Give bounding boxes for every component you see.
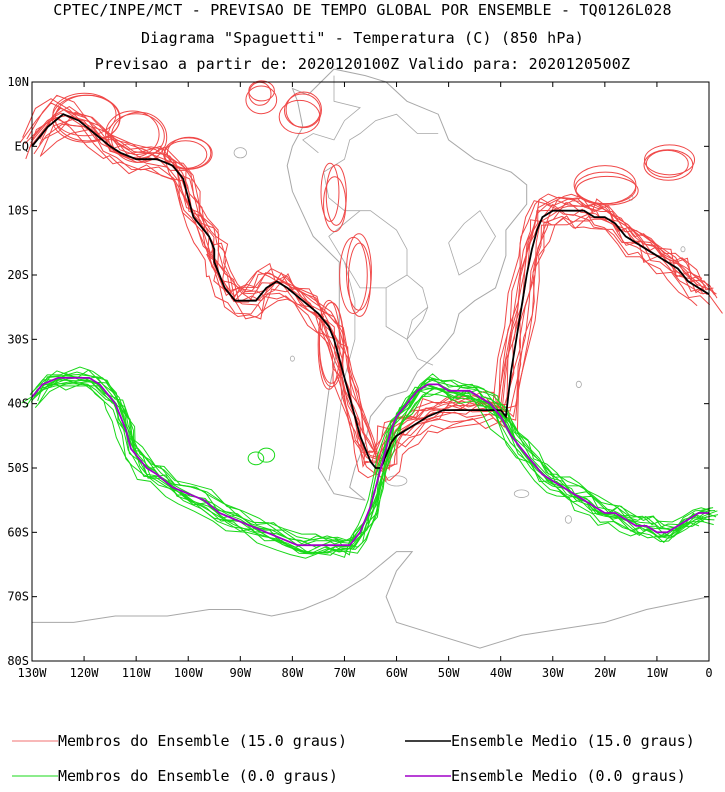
member-15-curve <box>19 102 703 464</box>
chart-title: CPTEC/INPE/MCT - PREVISAO DE TEMPO GLOBA… <box>53 1 672 19</box>
member-15-blob <box>573 165 637 205</box>
member-15-blob <box>283 93 321 128</box>
member-15-blob <box>285 91 322 129</box>
country-border <box>385 287 429 340</box>
member-15-blob <box>317 299 341 390</box>
member-15-curve <box>40 128 723 481</box>
member-15-blob <box>345 233 372 311</box>
south-america-outline <box>286 68 528 501</box>
x-tick-label: 80W <box>282 666 304 680</box>
member-0-curve <box>21 381 700 559</box>
member-15-blob <box>325 164 347 226</box>
forecast-info: Previsao a partir de: 2020120100Z Valido… <box>94 55 631 73</box>
legend-label: Membros do Ensemble (0.0 graus) <box>58 767 338 785</box>
member-0-curve <box>35 366 712 545</box>
member-15-blob <box>575 175 639 206</box>
island <box>575 380 582 388</box>
member-15-blob <box>52 92 117 137</box>
member-15-curve <box>33 123 711 483</box>
x-tick-label: 0 <box>705 666 712 680</box>
x-tick-label: 40W <box>490 666 512 680</box>
antarctica-outline <box>32 551 710 649</box>
country-border <box>448 210 496 276</box>
y-tick-label: EQ <box>15 139 29 153</box>
ensemble-mean-layer <box>31 113 710 547</box>
island <box>513 489 530 498</box>
mean-15-curve <box>31 113 710 469</box>
island <box>564 515 572 524</box>
chart-subtitle: Diagrama "Spaguetti" - Temperatura (C) (… <box>140 29 585 47</box>
y-tick-label: 30S <box>7 332 29 346</box>
member-15-curve <box>28 106 708 462</box>
member-0-blob <box>247 451 265 466</box>
member-15-blob <box>347 242 372 317</box>
member-15-blob <box>318 302 344 384</box>
member-15-blob <box>110 111 168 163</box>
x-tick-label: 30W <box>542 666 564 680</box>
y-tick-label: 70S <box>7 590 29 604</box>
x-tick-label: 60W <box>386 666 408 680</box>
island <box>385 475 408 487</box>
legend-label: Ensemble Medio (0.0 graus) <box>451 767 686 785</box>
y-tick-label: 10S <box>7 204 29 218</box>
legend: Membros do Ensemble (15.0 graus) Ensemble… <box>12 732 695 785</box>
member-0-blob <box>257 447 276 463</box>
base-map <box>32 68 710 649</box>
x-tick-label: 10W <box>646 666 668 680</box>
y-tick-label: 10N <box>7 75 29 89</box>
y-tick-label: 20S <box>7 268 29 282</box>
plot-frame <box>31 81 710 662</box>
member-15-blob <box>245 85 278 115</box>
y-tick-label: 40S <box>7 397 29 411</box>
member-15-blob <box>644 144 696 176</box>
member-15-blob <box>574 171 637 205</box>
x-tick-label: 50W <box>438 666 460 680</box>
x-axis: 130W 120W 110W 100W 90W 80W 70W 60W 50W 40W 30W 20W… <box>18 82 713 680</box>
island <box>233 147 247 159</box>
member-15-blob <box>51 94 121 143</box>
member-15-blob <box>166 136 212 170</box>
country-border <box>328 210 361 263</box>
member-15-blob <box>163 137 213 170</box>
x-tick-label: 70W <box>334 666 356 680</box>
member-15-blob <box>645 149 689 178</box>
y-tick-label: 60S <box>7 525 29 539</box>
member-15-curve <box>30 112 704 459</box>
country-border <box>406 274 434 366</box>
y-tick-label: 80S <box>7 654 29 668</box>
member-15-blob <box>643 149 694 181</box>
member-0-curve <box>35 375 718 554</box>
x-tick-label: 110W <box>122 666 152 680</box>
member-15-curve <box>39 118 717 472</box>
x-tick-label: 90W <box>229 666 251 680</box>
country-border <box>302 75 361 154</box>
member-15-curve <box>22 98 701 453</box>
island <box>289 355 295 362</box>
legend-label: Ensemble Medio (15.0 graus) <box>451 732 695 750</box>
x-tick-label: 20W <box>594 666 616 680</box>
mean-0-curve <box>31 377 709 547</box>
member-15-curve <box>39 114 716 472</box>
y-tick-label: 50S <box>7 461 29 475</box>
country-border <box>323 113 439 289</box>
x-tick-label: 120W <box>70 666 100 680</box>
member-15-curve <box>24 117 702 468</box>
y-axis: 10N EQ 10S 20S 30S 40S 50S 60S 70S 80S <box>7 75 709 668</box>
member-0-curve <box>30 369 712 542</box>
x-tick-label: 100W <box>174 666 204 680</box>
legend-label: Membros do Ensemble (15.0 graus) <box>58 732 347 750</box>
member-15-blob <box>320 162 340 222</box>
island <box>680 246 686 253</box>
x-tick-label: 130W <box>18 666 48 680</box>
